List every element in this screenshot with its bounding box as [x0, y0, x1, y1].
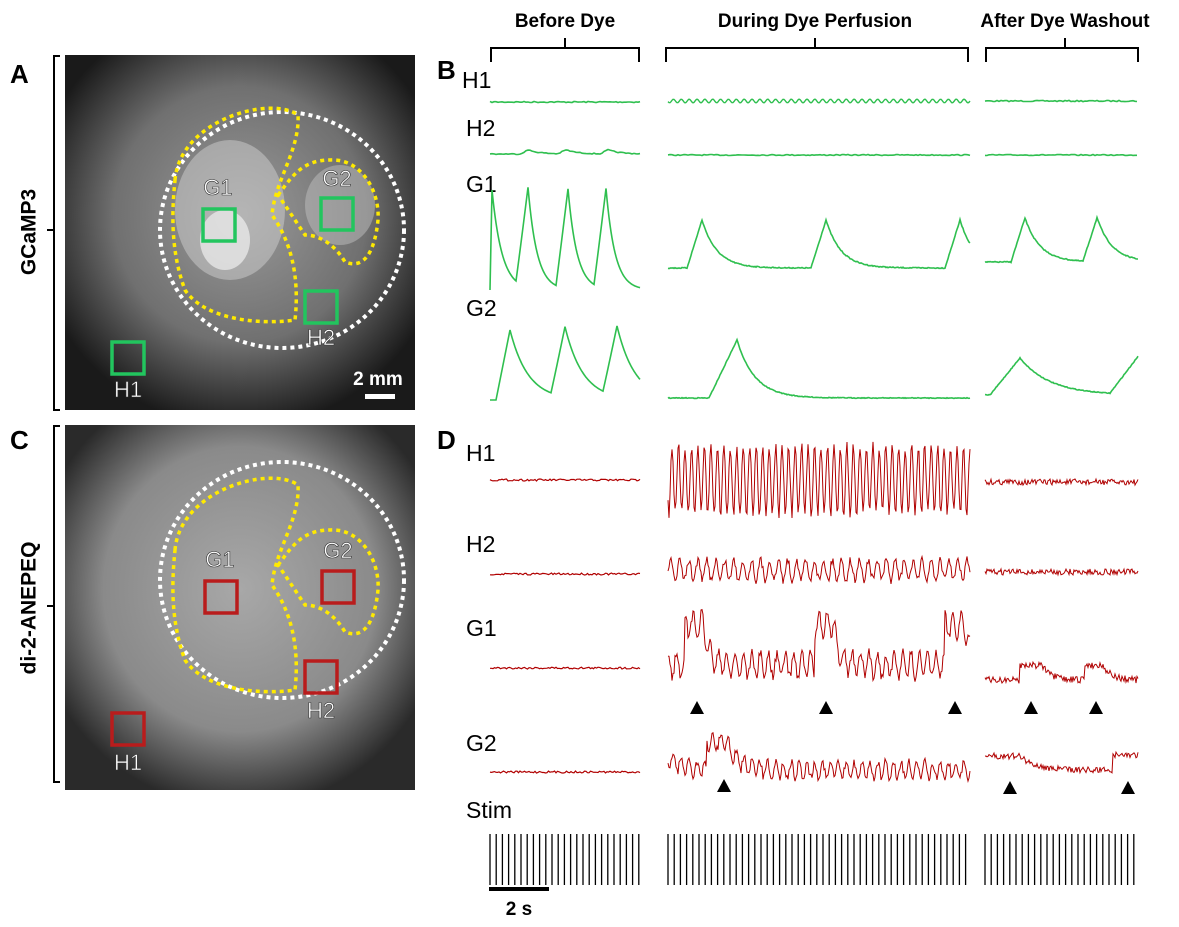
stimulus-marker	[690, 701, 704, 714]
image-a: G1 G2 H2 H1 2 mm	[65, 55, 415, 410]
stimulus-marker	[1024, 701, 1038, 714]
row-label: GCaMP3	[18, 189, 41, 275]
trace	[489, 770, 641, 774]
roi-label: H1	[114, 377, 142, 402]
trace-label: Stim	[466, 797, 512, 823]
trace-label: H2	[466, 115, 495, 141]
panel-letter: B	[437, 55, 456, 85]
panel-letter: A	[10, 59, 29, 89]
roi-label: H1	[114, 750, 142, 775]
time-scale-bar	[489, 887, 549, 891]
stimulus-marker	[1121, 781, 1135, 794]
trace	[667, 554, 971, 584]
trace	[984, 355, 1139, 396]
trace	[490, 666, 641, 670]
scale-label: 2 s	[506, 899, 532, 920]
trace	[984, 99, 1138, 103]
row-label: di-2-ANEPEQ	[18, 541, 41, 674]
stimulus-marker	[1003, 781, 1017, 794]
trace	[489, 187, 641, 291]
trace-label: G1	[466, 615, 497, 641]
trace-label: H1	[462, 67, 491, 93]
traces	[489, 98, 1139, 885]
stimulus-marker	[717, 779, 731, 792]
trace	[984, 214, 1138, 264]
trace	[489, 100, 641, 104]
trace	[667, 441, 971, 519]
trace	[984, 477, 1139, 487]
column-header: After Dye Washout	[980, 11, 1150, 32]
trace	[667, 337, 971, 400]
stimulus-marker	[1089, 701, 1103, 714]
column-header: Before Dye	[515, 11, 615, 32]
roi-label: G1	[203, 175, 232, 200]
column-header: During Dye Perfusion	[718, 11, 912, 32]
trace	[984, 153, 1137, 157]
roi-label: H2	[307, 698, 335, 723]
panel-letter: C	[10, 425, 29, 455]
stimulus-marker	[819, 701, 833, 714]
trace	[490, 325, 641, 401]
image-c: G1 G2 H2 H1	[65, 425, 415, 790]
trace	[984, 660, 1139, 685]
trace	[489, 478, 641, 482]
roi-label: H2	[307, 325, 335, 350]
roi-label: G1	[205, 547, 234, 572]
roi-label: G2	[322, 166, 351, 191]
trace	[667, 153, 971, 157]
trace	[667, 608, 971, 683]
trace	[489, 572, 641, 576]
brackets	[47, 38, 1139, 783]
scale-label: 2 mm	[353, 369, 403, 390]
trace	[984, 567, 1139, 577]
stimulus-marker	[948, 701, 962, 714]
trace	[489, 148, 641, 156]
trace-label: H2	[466, 531, 495, 557]
trace	[667, 216, 971, 270]
panel-letter: D	[437, 425, 456, 455]
trace	[984, 750, 1139, 775]
trace-label: G2	[466, 730, 497, 756]
trace-label: H1	[466, 440, 495, 466]
roi-label: G2	[323, 538, 352, 563]
trace-label: G2	[466, 295, 497, 321]
trace	[667, 732, 971, 783]
trace	[667, 98, 971, 104]
